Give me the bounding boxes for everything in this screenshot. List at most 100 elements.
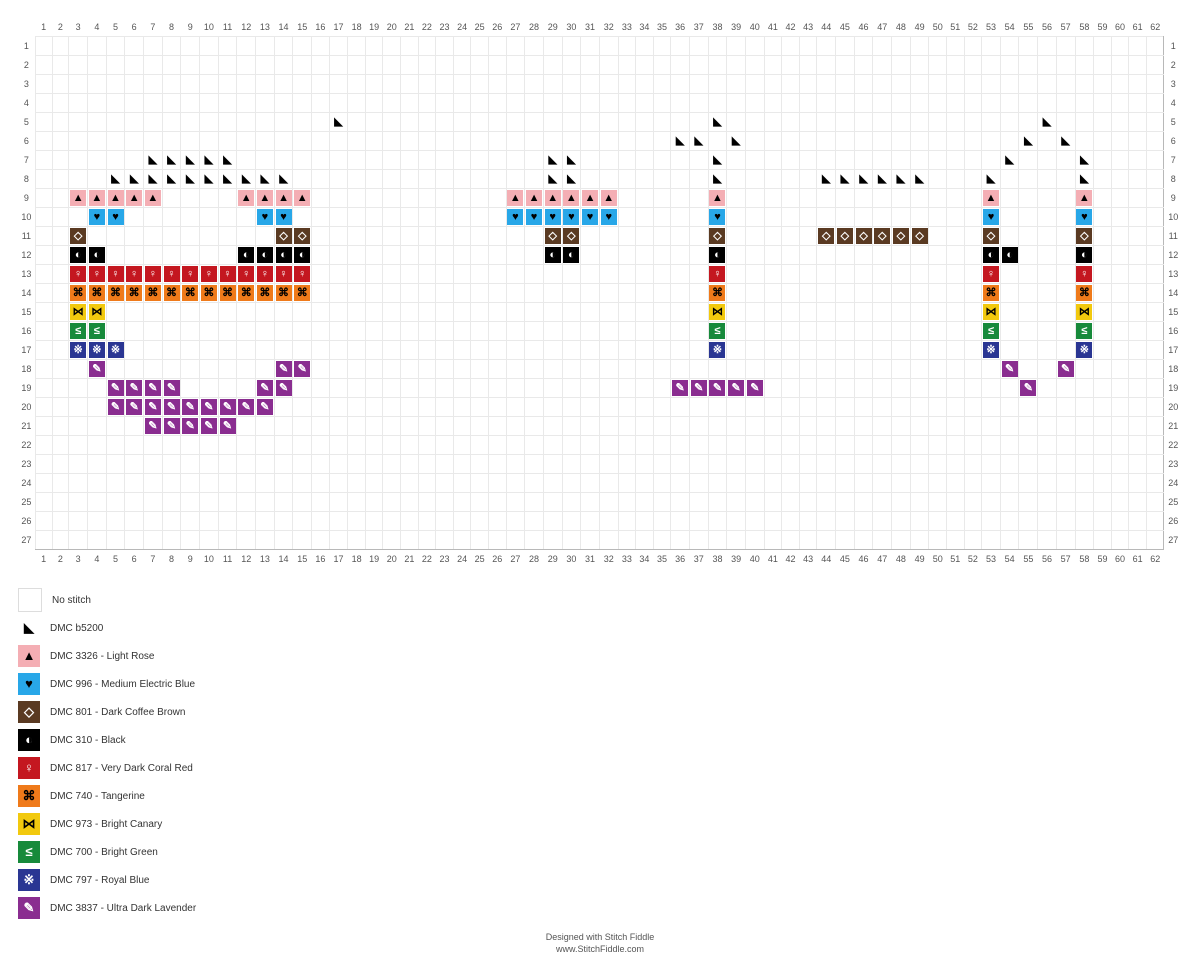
legend-row-K: ✎DMC 3837 - Ultra Dark Lavender	[18, 894, 1182, 922]
stitch-K: ✎	[108, 399, 124, 415]
stitch-C: ♥	[108, 209, 124, 225]
stitch-B: ▲	[983, 190, 999, 206]
stitch-K: ✎	[145, 380, 161, 396]
stitch-A: ◣	[672, 133, 688, 149]
stitch-G: ⌘	[238, 285, 254, 301]
legend-row-I: ≤DMC 700 - Bright Green	[18, 838, 1182, 866]
stitch-B: ▲	[70, 190, 86, 206]
stitch-G: ⌘	[983, 285, 999, 301]
stitch-A: ◣	[1058, 133, 1074, 149]
stitch-D: ◇	[893, 228, 909, 244]
stitch-G: ⌘	[70, 285, 86, 301]
stitch-J: ※	[89, 342, 105, 358]
legend-row-E: ◐ DMC 310 - Black	[18, 726, 1182, 754]
stitch-B: ▲	[108, 190, 124, 206]
legend-label: DMC 801 - Dark Coffee Brown	[50, 707, 185, 718]
stitch-F: ♀	[182, 266, 198, 282]
stitch-F: ♀	[70, 266, 86, 282]
stitch-A: ◣	[126, 171, 142, 187]
stitch-A: ◣	[1020, 133, 1036, 149]
legend-label: DMC 700 - Bright Green	[50, 847, 158, 858]
stitch-K: ✎	[164, 380, 180, 396]
legend-swatch: ⌘	[18, 785, 40, 807]
stitch-K: ✎	[1002, 361, 1018, 377]
legend-swatch: ※	[18, 869, 40, 891]
stitch-F: ♀	[709, 266, 725, 282]
stitch-A: ◣	[856, 171, 872, 187]
stitch-E: ◐	[89, 247, 105, 263]
stitch-G: ⌘	[108, 285, 124, 301]
legend-label: DMC 3326 - Light Rose	[50, 651, 155, 662]
stitch-A: ◣	[563, 152, 579, 168]
stitch-A: ◣	[330, 114, 346, 130]
stitch-G: ⌘	[89, 285, 105, 301]
legend-label: DMC 817 - Very Dark Coral Red	[50, 763, 193, 774]
legend-swatch: ✎	[18, 897, 40, 919]
footer-line1: Designed with Stitch Fiddle	[18, 932, 1182, 944]
stitch-C: ♥	[257, 209, 273, 225]
stitch-K: ✎	[164, 399, 180, 415]
stitch-F: ♀	[294, 266, 310, 282]
stitch-I: ≤	[1076, 323, 1092, 339]
stitch-A: ◣	[874, 171, 890, 187]
stitch-C: ♥	[545, 209, 561, 225]
stitch-A: ◣	[201, 171, 217, 187]
stitch-B: ▲	[89, 190, 105, 206]
legend-row-D: ◇DMC 801 - Dark Coffee Brown	[18, 698, 1182, 726]
legend-label: DMC 797 - Royal Blue	[50, 875, 149, 886]
stitch-B: ▲	[145, 190, 161, 206]
stitch-K: ✎	[145, 418, 161, 434]
legend-label: DMC 310 - Black	[50, 735, 126, 746]
stitch-C: ♥	[1076, 209, 1092, 225]
stitch-A: ◣	[545, 152, 561, 168]
stitch-G: ⌘	[257, 285, 273, 301]
stitch-F: ♀	[108, 266, 124, 282]
stitch-K: ✎	[709, 380, 725, 396]
stitch-D: ◇	[709, 228, 725, 244]
stitch-G: ⌘	[145, 285, 161, 301]
stitch-A: ◣	[709, 152, 725, 168]
stitch-G: ⌘	[276, 285, 292, 301]
stitch-grid: 1234567891011121314151617181920212223242…	[18, 18, 1182, 568]
stitch-G: ⌘	[164, 285, 180, 301]
stitch-A: ◣	[201, 152, 217, 168]
stitch-I: ≤	[983, 323, 999, 339]
stitch-G: ⌘	[220, 285, 236, 301]
stitch-A: ◣	[837, 171, 853, 187]
stitch-D: ◇	[856, 228, 872, 244]
stitch-E: ◐	[545, 247, 561, 263]
legend-label: DMC 973 - Bright Canary	[50, 819, 162, 830]
stitch-K: ✎	[1020, 380, 1036, 396]
stitch-A: ◣	[709, 171, 725, 187]
stitch-G: ⌘	[294, 285, 310, 301]
stitch-F: ♀	[164, 266, 180, 282]
stitch-B: ▲	[126, 190, 142, 206]
stitch-C: ♥	[582, 209, 598, 225]
stitch-A: ◣	[238, 171, 254, 187]
stitch-C: ♥	[507, 209, 523, 225]
stitch-K: ✎	[276, 361, 292, 377]
stitch-F: ♀	[201, 266, 217, 282]
stitch-E: ◐	[563, 247, 579, 263]
stitch-B: ▲	[238, 190, 254, 206]
stitch-C: ♥	[89, 209, 105, 225]
stitch-A: ◣	[108, 171, 124, 187]
stitch-C: ♥	[276, 209, 292, 225]
legend-swatch: ♀	[18, 757, 40, 779]
legend-row-J: ※ DMC 797 - Royal Blue	[18, 866, 1182, 894]
stitch-F: ♀	[238, 266, 254, 282]
footer: Designed with Stitch Fiddle www.StitchFi…	[18, 932, 1182, 955]
stitch-F: ♀	[983, 266, 999, 282]
legend-label: No stitch	[52, 595, 91, 606]
stitch-K: ✎	[126, 380, 142, 396]
stitch-J: ※	[709, 342, 725, 358]
stitch-J: ※	[983, 342, 999, 358]
stitch-K: ✎	[108, 380, 124, 396]
stitch-K: ✎	[201, 399, 217, 415]
stitch-D: ◇	[1076, 228, 1092, 244]
stitch-K: ✎	[728, 380, 744, 396]
legend-swatch: ◐	[18, 729, 40, 751]
stitch-D: ◇	[874, 228, 890, 244]
stitch-E: ◐	[276, 247, 292, 263]
stitch-J: ※	[1076, 342, 1092, 358]
